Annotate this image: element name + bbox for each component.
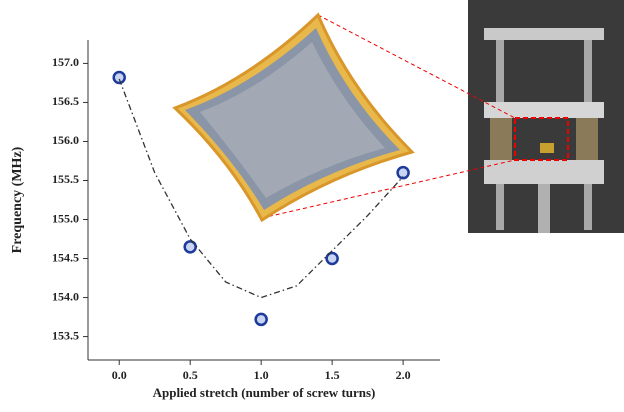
y-tick-label: 155.0 — [52, 211, 79, 225]
y-tick-label: 154.0 — [52, 289, 79, 303]
x-tick-label: 1.5 — [325, 368, 340, 382]
y-tick-label: 153.5 — [52, 328, 79, 342]
data-point — [325, 251, 339, 266]
y-tick-label: 156.0 — [52, 133, 79, 147]
x-tick-label: 2.0 — [396, 368, 411, 382]
x-tick-label: 0.5 — [183, 368, 198, 382]
y-tick-label: 154.5 — [52, 250, 79, 264]
data-point — [112, 70, 126, 85]
data-point — [183, 240, 197, 254]
data-point — [254, 312, 268, 327]
mesh-inset — [172, 12, 415, 223]
x-axis-label: Applied stretch (number of screw turns) — [153, 385, 376, 400]
x-tick-label: 1.0 — [254, 368, 269, 382]
zoom-line — [317, 14, 516, 119]
y-tick-label: 155.5 — [52, 172, 79, 186]
zoom-line — [261, 159, 516, 219]
data-point — [396, 165, 410, 180]
y-tick-label: 156.5 — [52, 94, 79, 108]
y-axis-label: Frequency (MHz) — [10, 146, 25, 253]
photo-inset — [468, 0, 624, 233]
y-tick-label: 157.0 — [52, 55, 79, 69]
x-tick-label: 0.0 — [112, 368, 127, 382]
fit-curve — [118, 78, 404, 299]
